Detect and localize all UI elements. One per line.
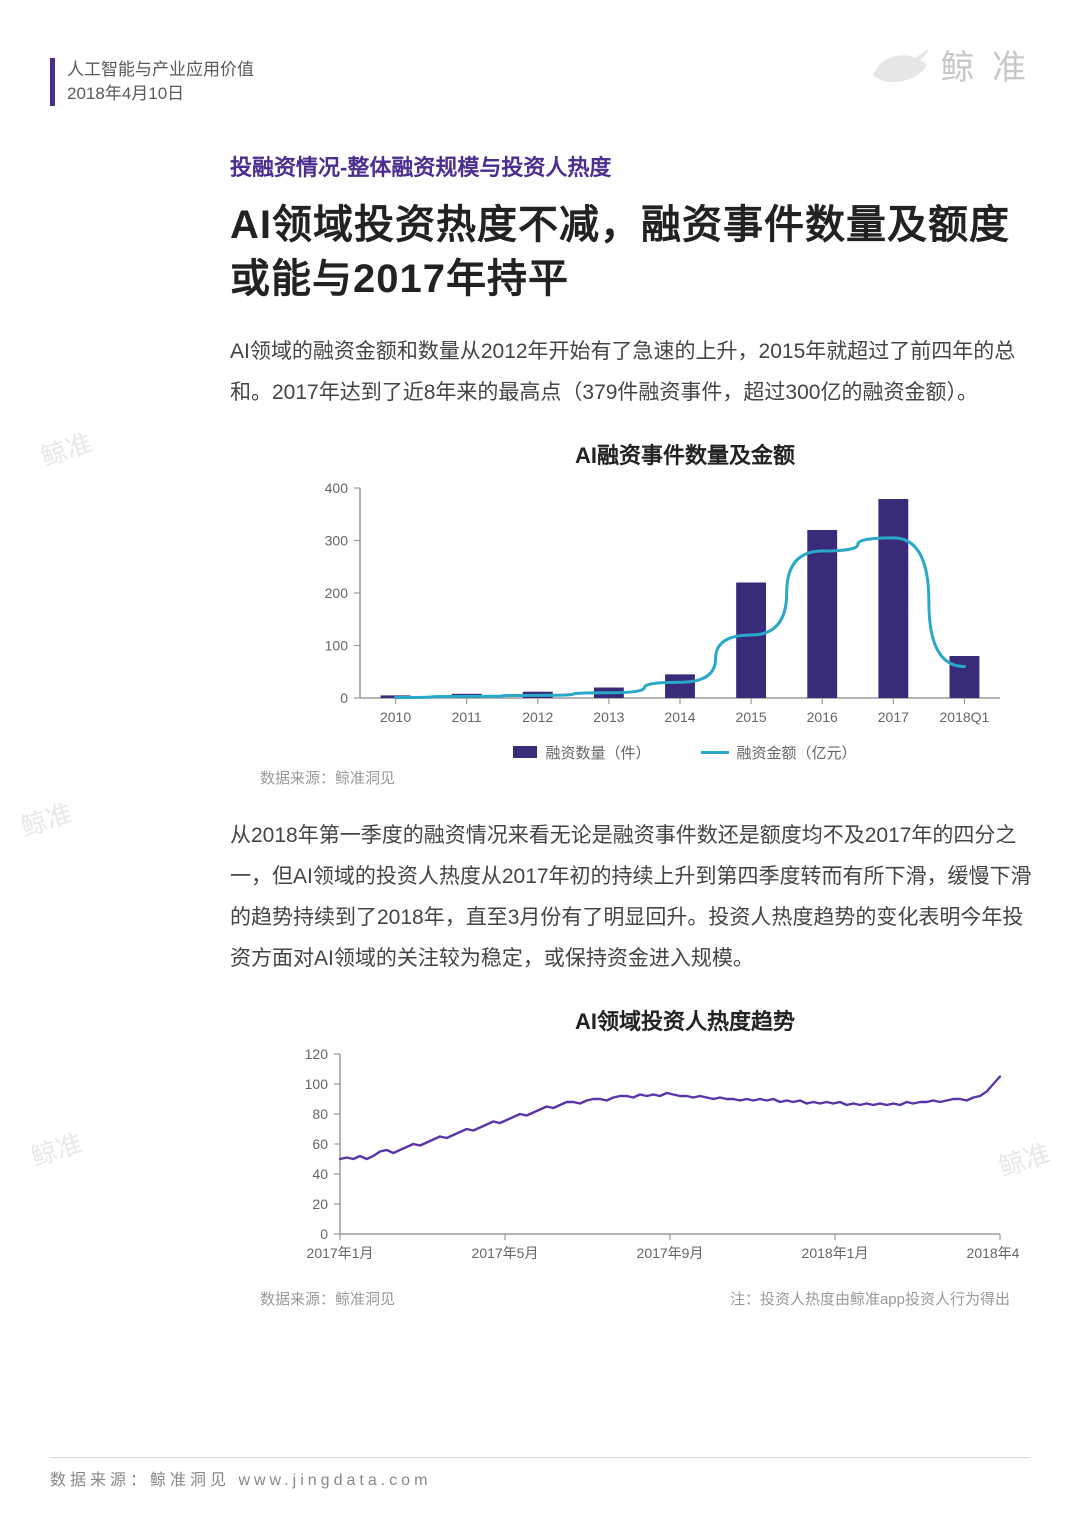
svg-text:2014: 2014 <box>664 709 695 725</box>
chart-2: AI领域投资人热度趋势 0 20 40 60 80 100 120 2017年1月 2017年5… <box>230 1004 1020 1309</box>
doc-header-date: 2018年4月10日 <box>67 82 254 106</box>
brand-logo: 鲸 准 <box>871 40 1030 89</box>
svg-text:0: 0 <box>340 690 348 706</box>
doc-header-title: 人工智能与产业应用价值 <box>67 58 254 82</box>
svg-text:120: 120 <box>305 1046 329 1062</box>
paragraph-2: 从2018年第一季度的融资情况来看无论是融资事件数还是额度均不及2017年的四分… <box>230 816 1040 980</box>
svg-text:2015: 2015 <box>736 709 767 725</box>
svg-text:60: 60 <box>312 1136 328 1152</box>
svg-text:20: 20 <box>312 1196 328 1212</box>
whale-icon <box>871 43 931 87</box>
svg-text:2012: 2012 <box>522 709 553 725</box>
legend-line-label: 融资金额（亿元） <box>737 742 857 763</box>
legend-bar-label: 融资数量（件） <box>545 742 650 763</box>
watermark: 鲸准 <box>26 1123 87 1174</box>
chart-1: AI融资事件数量及金额 0 100 200 300 400 2010 2011 2012 201… <box>230 438 1020 788</box>
chart-1-title: AI融资事件数量及金额 <box>230 438 1020 470</box>
legend-bar-swatch <box>513 746 537 758</box>
svg-text:100: 100 <box>325 637 349 653</box>
svg-text:40: 40 <box>312 1166 328 1182</box>
watermark: 鲸准 <box>36 423 97 474</box>
svg-text:2010: 2010 <box>380 709 411 725</box>
chart-2-svg: 0 20 40 60 80 100 120 2017年1月 2017年5月 2017年9月 2018… <box>230 1044 1020 1274</box>
svg-text:2018Q1: 2018Q1 <box>940 709 990 725</box>
svg-text:2017年1月: 2017年1月 <box>307 1245 374 1261</box>
svg-text:2018年1月: 2018年1月 <box>802 1245 869 1261</box>
chart-1-svg: 0 100 200 300 400 2010 2011 2012 2013 2014 2015 201… <box>230 478 1020 738</box>
chart-1-legend: 融资数量（件） 融资金额（亿元） <box>230 742 1020 763</box>
svg-text:200: 200 <box>325 585 349 601</box>
svg-text:400: 400 <box>325 480 349 496</box>
brand-logo-text: 鲸 准 <box>941 40 1030 89</box>
main-content: 投融资情况-整体融资规模与投资人热度 AI领域投资热度不减，融资事件数量及额度或… <box>230 150 1040 1337</box>
svg-text:2016: 2016 <box>807 709 838 725</box>
svg-text:2011: 2011 <box>452 709 482 725</box>
svg-text:2017年9月: 2017年9月 <box>637 1245 704 1261</box>
svg-text:2018年4月: 2018年4月 <box>967 1245 1020 1261</box>
legend-line: 融资金额（亿元） <box>701 742 857 763</box>
svg-text:300: 300 <box>325 532 349 548</box>
watermark: 鲸准 <box>16 793 77 844</box>
svg-text:0: 0 <box>320 1226 328 1242</box>
svg-text:80: 80 <box>312 1106 328 1122</box>
svg-text:2013: 2013 <box>593 709 624 725</box>
svg-text:2017: 2017 <box>878 709 909 725</box>
footer-divider <box>50 1457 1030 1458</box>
footer-source: 数据来源：鲸准洞见 www.jingdata.com <box>50 1466 431 1490</box>
chart-2-title: AI领域投资人热度趋势 <box>230 1004 1020 1036</box>
chart-2-source: 数据来源：鲸准洞见 <box>260 1288 395 1309</box>
legend-line-swatch <box>701 751 729 754</box>
svg-text:2017年5月: 2017年5月 <box>472 1245 539 1261</box>
chart-2-note: 注：投资人热度由鲸准app投资人行为得出 <box>730 1288 1010 1309</box>
paragraph-1: AI领域的融资金额和数量从2012年开始有了急速的上升，2015年就超过了前四年… <box>230 332 1040 414</box>
section-subtitle: 投融资情况-整体融资规模与投资人热度 <box>230 150 1040 182</box>
chart-2-footer: 数据来源：鲸准洞见 注：投资人热度由鲸准app投资人行为得出 <box>230 1288 1020 1309</box>
doc-header: 人工智能与产业应用价值 2018年4月10日 <box>50 58 254 106</box>
legend-bar: 融资数量（件） <box>513 742 650 763</box>
section-title: AI领域投资热度不减，融资事件数量及额度或能与2017年持平 <box>230 198 1040 306</box>
svg-text:100: 100 <box>305 1076 329 1092</box>
chart-1-source: 数据来源：鲸准洞见 <box>230 767 1020 788</box>
